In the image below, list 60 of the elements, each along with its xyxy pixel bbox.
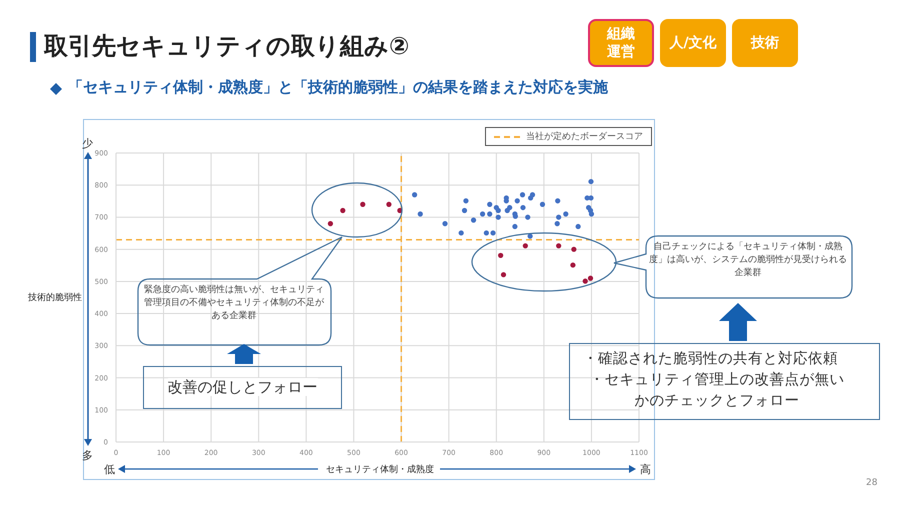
point [487,202,492,207]
chart-subtitle: 「セキュリティ体制・成熟度」と「技術的脆弱性」の結果を踏まえた対応を実施 [68,78,608,97]
point [498,252,504,258]
x-axis-title: セキュリティ体制・成熟度 [325,464,435,476]
point [500,272,506,278]
point [588,276,594,281]
point [458,230,464,236]
text: 技術 [751,35,779,51]
legend-label: 当社が定めたボーダースコア [526,130,643,143]
point [512,224,518,230]
point [463,198,469,204]
text: 高 [640,463,651,476]
point [554,221,560,226]
annotation: ・セキュリティ管理上の改善点が無いかのチェックとフォロー [590,372,844,409]
point [588,211,594,217]
point [563,211,568,217]
point [328,221,334,226]
point [520,204,526,210]
point [462,208,468,214]
point [386,202,392,207]
point [528,234,533,239]
point [487,211,492,217]
point [496,214,501,220]
point [418,211,423,217]
text: 多 [82,449,93,462]
point [570,262,576,268]
point [490,230,496,236]
point [555,198,560,204]
point [530,192,536,198]
text: 自己チェックによる「セキュリティ体制・成熟度」は高いが、システムの脆弱性が見受けられる企業群 [649,242,847,278]
text: 少 [82,137,93,150]
point [484,230,489,236]
annotation: 改善の促しとフォロー [168,378,318,396]
point [340,208,346,214]
point [556,243,562,248]
text: 人/文化 [669,35,717,51]
point [571,246,576,252]
text: 組織運営 [607,26,635,60]
point [525,214,530,220]
point [540,202,546,207]
chart-title: 取引先セキュリティの取り組み② [44,31,410,62]
point [480,211,486,217]
point [507,204,512,210]
point [514,198,520,204]
text: 28 [866,478,878,488]
point [582,278,588,284]
point [520,192,526,198]
point [588,178,594,184]
point [556,214,562,220]
point [412,192,418,198]
text: 低 [104,463,115,476]
point [576,224,581,230]
point [442,221,448,226]
annotation: ・確認された脆弱性の共有と対応依頼 [583,351,838,367]
point [360,202,366,207]
point [522,243,528,248]
annotation: 緊急度の高い脆弱性は無いが、セキュリティ管理項目の不備やセキュリティ体制の不足がある企業群 [144,285,324,321]
point [496,208,501,214]
point [470,218,476,223]
y-axis-title: 技術的脆弱性 [28,292,82,304]
